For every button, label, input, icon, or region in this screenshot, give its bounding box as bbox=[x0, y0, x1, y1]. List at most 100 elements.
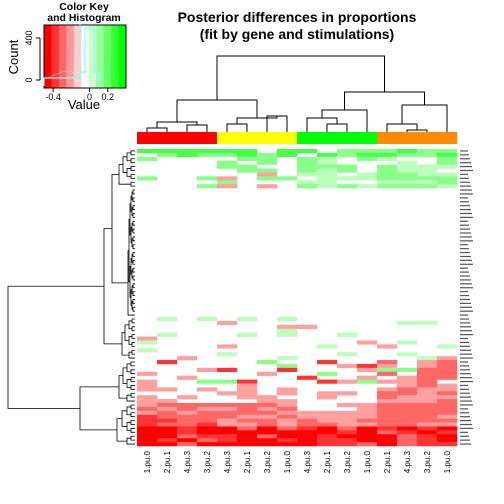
row-label-mark bbox=[460, 349, 471, 351]
heatmap-cell bbox=[397, 442, 418, 447]
heatmap-cell bbox=[257, 156, 278, 161]
heatmap-cell bbox=[397, 438, 418, 443]
row-dendrogram-branch bbox=[130, 404, 135, 410]
row-label-mark bbox=[460, 177, 469, 179]
heatmap-cell bbox=[417, 422, 438, 427]
heatmap-cell bbox=[337, 184, 358, 189]
heatmap-cell bbox=[297, 168, 318, 173]
heatmap-cell bbox=[277, 442, 298, 447]
heatmap-cell bbox=[297, 160, 318, 165]
heatmap-cell bbox=[277, 332, 298, 337]
heatmap-cell bbox=[377, 414, 398, 419]
heatmap-cell bbox=[257, 410, 278, 415]
heatmap-cell bbox=[217, 320, 238, 326]
row-label-mark bbox=[460, 150, 468, 152]
heatmap-cell bbox=[137, 399, 158, 404]
heatmap-cell bbox=[157, 418, 178, 423]
heatmap-cell bbox=[417, 438, 438, 443]
heatmap-cell bbox=[397, 149, 418, 154]
heatmap-cell bbox=[437, 160, 458, 165]
row-label-mark bbox=[460, 416, 470, 418]
heatmap-cell bbox=[377, 344, 398, 349]
row-label-mark bbox=[460, 244, 468, 246]
column-label: 1.pu.0 bbox=[143, 450, 152, 473]
heatmap-cell bbox=[237, 442, 258, 447]
heatmap-cell bbox=[377, 367, 398, 372]
heatmap-cell bbox=[417, 426, 438, 431]
heatmap-cell bbox=[297, 184, 318, 189]
heatmap-cell bbox=[197, 152, 218, 158]
row-label-mark bbox=[460, 248, 469, 250]
row-label-mark bbox=[460, 162, 471, 164]
column-label: 4.pu.3 bbox=[183, 450, 192, 473]
heatmap-cell bbox=[177, 422, 198, 427]
heatmap-cell bbox=[437, 442, 458, 447]
heatmap-cell bbox=[337, 352, 358, 357]
heatmap-cell bbox=[337, 176, 358, 181]
heatmap-cell bbox=[237, 422, 258, 427]
heatmap-cell bbox=[137, 418, 158, 423]
row-label-mark bbox=[460, 287, 473, 289]
row-dendrogram-branch bbox=[126, 363, 131, 373]
heatmap-cell bbox=[397, 375, 418, 380]
heatmap-cell bbox=[237, 383, 258, 388]
heatmap-cell bbox=[437, 383, 458, 388]
heatmap-cell bbox=[177, 418, 198, 423]
heatmap-cell bbox=[417, 399, 438, 404]
heatmap-cell bbox=[217, 180, 238, 185]
row-label-mark bbox=[460, 443, 471, 445]
heatmap-cell bbox=[397, 418, 418, 423]
heatmap-cell bbox=[217, 391, 238, 396]
heatmap-cell bbox=[217, 344, 238, 349]
heatmap-cell bbox=[257, 360, 278, 365]
heatmap-cell bbox=[237, 418, 258, 423]
heatmap-cell bbox=[297, 164, 318, 169]
heatmap-cell bbox=[177, 395, 198, 400]
row-label-mark bbox=[460, 369, 470, 371]
column-dendrogram-branch bbox=[176, 99, 258, 122]
row-label-mark bbox=[460, 189, 472, 191]
row-label-mark bbox=[460, 255, 471, 258]
row-label-mark bbox=[460, 380, 473, 383]
heatmap-cell bbox=[337, 332, 358, 337]
heatmap-cell bbox=[437, 422, 458, 427]
color-key-x-tick-label: 0.2 bbox=[102, 92, 115, 102]
heatmap-cell bbox=[357, 430, 378, 435]
heatmap-cell bbox=[277, 324, 298, 330]
heatmap-cell bbox=[197, 430, 218, 435]
heatmap-cell bbox=[377, 430, 398, 435]
heatmap-cell bbox=[377, 371, 398, 376]
row-label-mark bbox=[460, 224, 469, 226]
heatmap-cell bbox=[237, 395, 258, 400]
row-label-mark bbox=[460, 310, 473, 312]
heatmap-cell bbox=[237, 164, 258, 169]
heatmap-cell bbox=[437, 184, 458, 189]
heatmap-cell bbox=[397, 352, 418, 357]
heatmap-cell bbox=[277, 387, 298, 392]
heatmap-cell bbox=[217, 403, 238, 408]
heatmap-cell bbox=[357, 375, 378, 380]
column-label: 3.pu.2 bbox=[423, 450, 432, 473]
heatmap-cell bbox=[217, 184, 238, 189]
heatmap-cell bbox=[177, 403, 198, 408]
heatmap-cell bbox=[317, 410, 338, 415]
heatmap-cell bbox=[397, 184, 418, 189]
heatmap-cell bbox=[317, 156, 338, 161]
heatmap-cell bbox=[197, 422, 218, 427]
row-dendrogram-branch bbox=[126, 152, 131, 162]
column-label: 3.pu.2 bbox=[203, 450, 212, 473]
heatmap-cell bbox=[417, 363, 438, 369]
heatmap-cell bbox=[417, 391, 438, 396]
heatmap-cell bbox=[137, 438, 158, 443]
heatmap-cell bbox=[417, 184, 438, 189]
heatmap-cell bbox=[277, 363, 298, 369]
heatmap-cell bbox=[397, 399, 418, 404]
heatmap-cell bbox=[417, 406, 438, 412]
heatmap-cell bbox=[357, 172, 378, 177]
heatmap-cell bbox=[417, 371, 438, 376]
row-dendrogram-branch bbox=[103, 228, 122, 345]
column-label: 3.pu.2 bbox=[343, 450, 352, 473]
row-dendrogram-branch bbox=[132, 306, 135, 312]
heatmap-cell bbox=[217, 430, 238, 435]
